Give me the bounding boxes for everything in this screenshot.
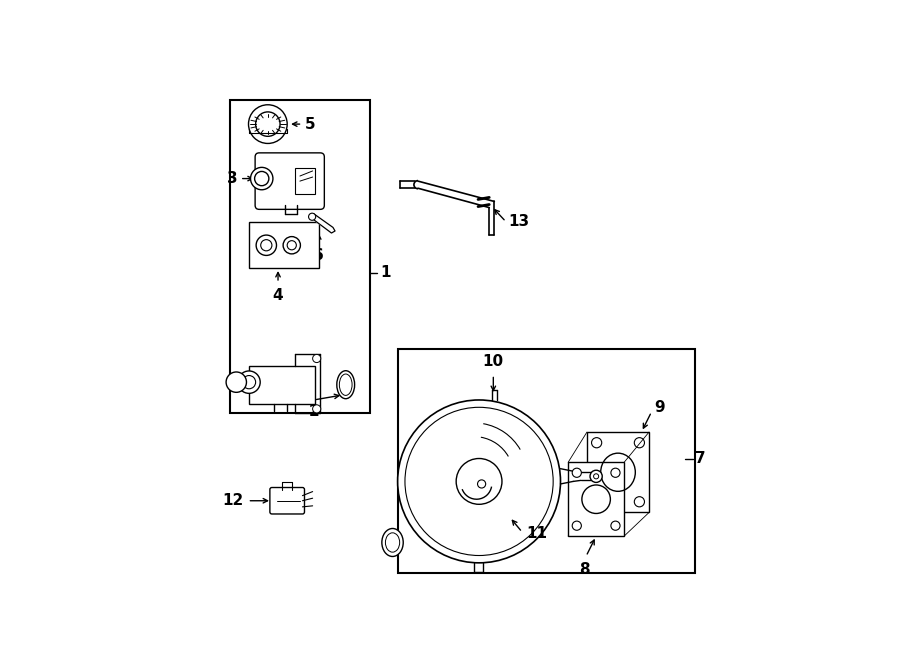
Ellipse shape xyxy=(382,529,403,557)
Circle shape xyxy=(611,468,620,477)
Circle shape xyxy=(594,474,598,479)
Circle shape xyxy=(261,240,272,251)
Bar xyxy=(568,462,624,536)
Bar xyxy=(230,100,370,412)
Circle shape xyxy=(611,521,620,530)
Bar xyxy=(249,222,320,268)
Ellipse shape xyxy=(339,374,352,395)
Bar xyxy=(398,349,696,573)
Circle shape xyxy=(256,235,276,255)
Circle shape xyxy=(312,354,320,363)
Text: 10: 10 xyxy=(482,354,504,369)
Text: 11: 11 xyxy=(526,526,547,541)
Bar xyxy=(587,432,649,512)
Circle shape xyxy=(582,485,610,514)
Ellipse shape xyxy=(337,371,355,399)
Circle shape xyxy=(309,214,316,220)
Circle shape xyxy=(255,171,269,186)
Text: 12: 12 xyxy=(222,493,244,508)
Text: 1: 1 xyxy=(380,265,391,280)
Text: 9: 9 xyxy=(654,400,665,415)
Circle shape xyxy=(242,375,256,389)
FancyBboxPatch shape xyxy=(255,153,324,210)
Circle shape xyxy=(456,459,502,504)
Circle shape xyxy=(572,468,581,477)
FancyBboxPatch shape xyxy=(270,488,304,514)
Bar xyxy=(295,169,315,194)
Circle shape xyxy=(256,112,280,136)
Text: 4: 4 xyxy=(273,288,284,303)
Text: 2: 2 xyxy=(309,404,319,419)
Circle shape xyxy=(287,241,296,250)
Polygon shape xyxy=(311,214,335,233)
Circle shape xyxy=(590,470,602,483)
Text: 13: 13 xyxy=(508,214,529,229)
Circle shape xyxy=(238,371,260,393)
Circle shape xyxy=(312,405,320,413)
Circle shape xyxy=(398,400,561,563)
Bar xyxy=(249,366,315,404)
Circle shape xyxy=(226,372,247,393)
Circle shape xyxy=(250,167,273,190)
Ellipse shape xyxy=(385,533,400,552)
Circle shape xyxy=(248,104,287,143)
Circle shape xyxy=(572,521,581,530)
Text: 7: 7 xyxy=(696,451,706,466)
Text: 3: 3 xyxy=(227,171,238,186)
Text: 6: 6 xyxy=(313,249,324,263)
Text: 5: 5 xyxy=(304,116,315,132)
Text: 8: 8 xyxy=(580,562,590,576)
Circle shape xyxy=(284,237,301,254)
Circle shape xyxy=(478,480,486,488)
